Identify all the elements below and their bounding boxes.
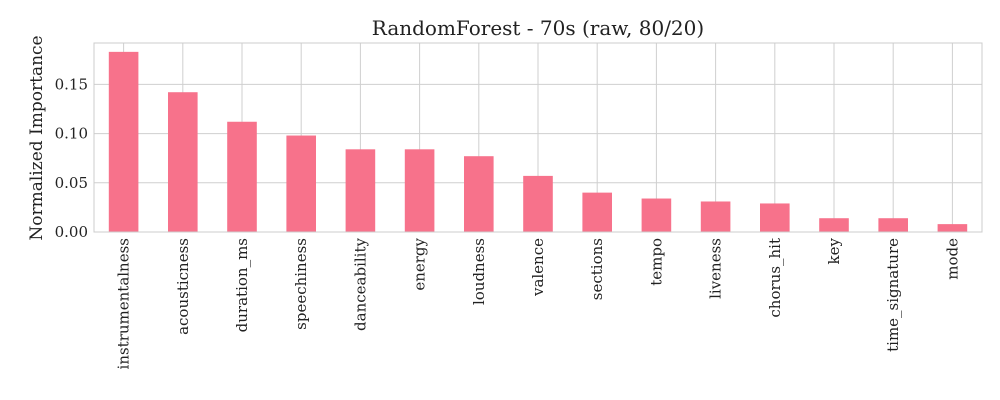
x-tick-label: chorus_hit xyxy=(766,238,784,318)
bars xyxy=(108,51,968,232)
x-tick-label: energy xyxy=(411,237,429,290)
x-tick-label: danceability xyxy=(351,237,369,330)
plot-frame xyxy=(93,42,983,233)
x-tick-label: sections xyxy=(588,238,606,300)
x-tick-label: acousticness xyxy=(174,238,192,335)
x-tick-label: key xyxy=(825,237,843,264)
x-tick-label: speechiness xyxy=(292,238,310,330)
bar-energy xyxy=(404,149,435,232)
bar-instrumentalness xyxy=(108,51,139,232)
y-tick-label: 0.10 xyxy=(55,125,88,143)
x-tick-label: instrumentalness xyxy=(115,238,133,369)
chart-title: RandomForest - 70s (raw, 80/20) xyxy=(372,16,704,40)
y-tick-labels: 0.00 0.05 0.10 0.15 xyxy=(55,75,88,241)
x-tick-label: duration_ms xyxy=(233,238,251,332)
bar-tempo xyxy=(641,198,672,232)
x-tick-label: loudness xyxy=(470,238,488,305)
y-tick-label: 0.05 xyxy=(55,174,88,192)
y-tick-label: 0.00 xyxy=(55,223,88,241)
bar-sections xyxy=(582,192,612,232)
bar-mode xyxy=(937,224,968,232)
y-tick-label: 0.15 xyxy=(55,75,88,93)
x-tick-labels: instrumentalness acousticness duration_ms s… xyxy=(115,237,962,369)
x-tick-label: tempo xyxy=(647,238,665,286)
bar-time_signature xyxy=(878,218,908,232)
x-tick-label: valence xyxy=(529,238,547,297)
bar-acousticness xyxy=(168,92,198,232)
x-tick-label: liveness xyxy=(707,238,725,299)
bar-loudness xyxy=(464,156,494,232)
bar-speechiness xyxy=(286,135,316,232)
bar-duration_ms xyxy=(227,121,257,232)
bar-key xyxy=(819,218,849,232)
bar-liveness xyxy=(700,201,731,232)
bar-danceability xyxy=(345,149,376,232)
x-tick-label: mode xyxy=(943,238,961,280)
x-tick-label: time_signature xyxy=(884,238,902,352)
y-axis-label: Normalized Importance xyxy=(27,35,47,240)
bar-chorus_hit xyxy=(760,203,790,232)
x-gridlines xyxy=(123,43,953,232)
bar-valence xyxy=(523,175,553,232)
